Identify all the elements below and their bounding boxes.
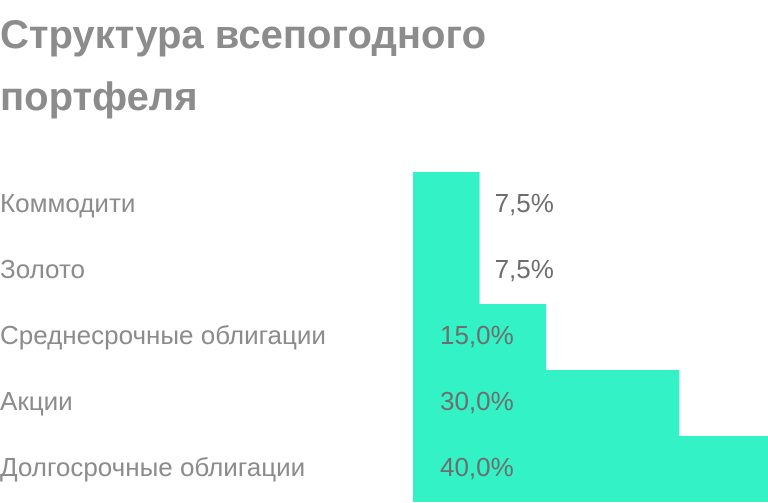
value-label: 7,5%: [495, 254, 554, 284]
bar: [413, 304, 547, 370]
chart-title: Структура всепогодного портфеля: [0, 13, 487, 119]
value-label: 40,0%: [440, 452, 514, 482]
bar: [413, 436, 768, 502]
category-label: Долгосрочные облигации: [0, 452, 305, 482]
value-label: 15,0%: [440, 320, 514, 350]
value-label: 7,5%: [495, 188, 554, 218]
category-label: Среднесрочные облигации: [0, 320, 326, 350]
category-label: Акции: [0, 386, 73, 416]
bar: [413, 172, 480, 238]
bar: [413, 370, 680, 436]
bar: [413, 238, 480, 304]
value-label: 30,0%: [440, 386, 514, 416]
category-label: Коммодити: [0, 188, 135, 218]
category-label: Золото: [0, 254, 85, 284]
